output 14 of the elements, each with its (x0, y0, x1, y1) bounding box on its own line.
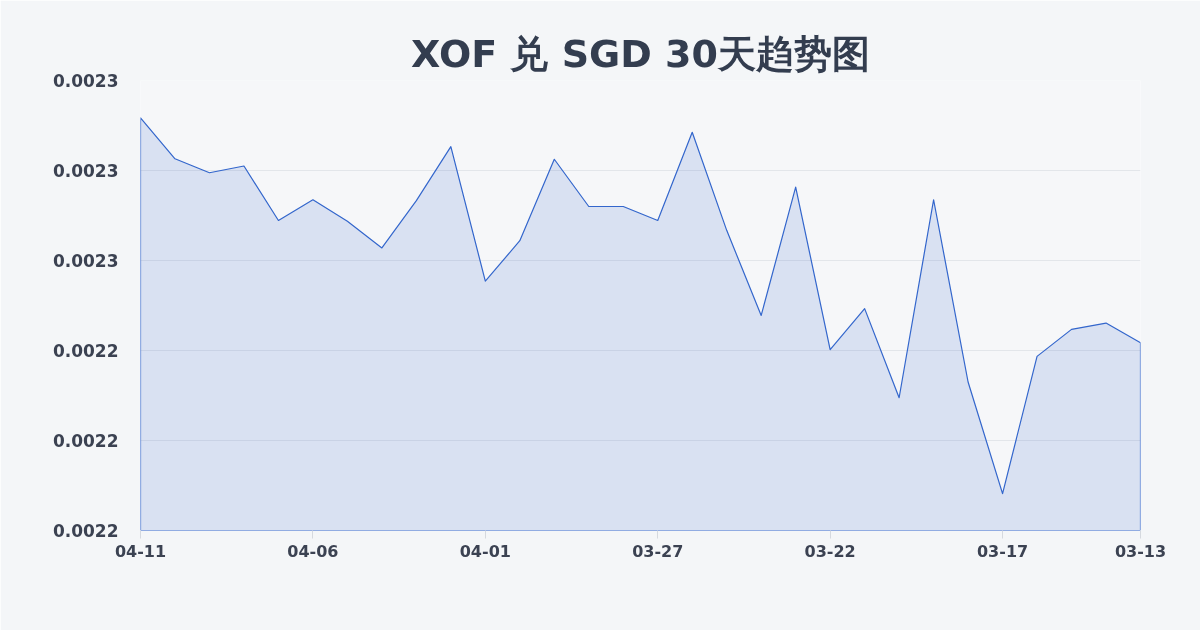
x-tick-label: 04-11 (114, 541, 167, 561)
x-tick-label: 03-13 (1114, 541, 1167, 561)
x-tick-label: 03-27 (632, 541, 684, 561)
y-tick-label: 0.0022 (52, 521, 119, 541)
x-tick-label: 04-01 (459, 541, 511, 561)
y-tick-label: 0.0022 (52, 341, 119, 361)
y-tick-label: 0.0023 (52, 251, 119, 271)
y-tick-label: 0.0022 (52, 431, 119, 451)
x-tick-label: 03-17 (976, 541, 1029, 561)
y-tick-label: 0.0023 (52, 71, 119, 91)
x-tick-label: 03-22 (804, 541, 856, 561)
x-tick-label: 04-06 (287, 541, 339, 561)
y-tick-label: 0.0023 (52, 161, 119, 181)
chart-title: XOF 兑 SGD 30天趋势图 (411, 31, 870, 76)
